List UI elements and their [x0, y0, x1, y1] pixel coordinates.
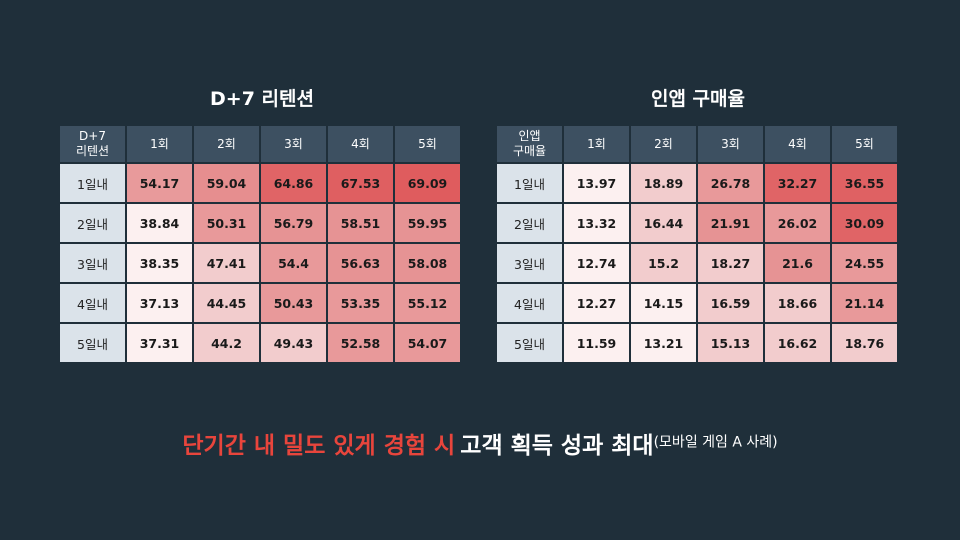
- table-row: 3일내 12.74 15.2 18.27 21.6 24.55: [497, 244, 897, 282]
- table-row: 4일내 12.27 14.15 16.59 18.66 21.14: [497, 284, 897, 322]
- heatmap-cell: 54.17: [127, 164, 192, 202]
- corner-line2: 리텐션: [75, 144, 110, 158]
- heatmap-cell: 16.62: [765, 324, 830, 362]
- row-header: 4일내: [60, 284, 125, 322]
- corner-line2: 구매율: [512, 144, 547, 158]
- column-header: 1회: [564, 126, 629, 162]
- heatmap-cell: 18.89: [631, 164, 696, 202]
- heatmap-cell: 55.12: [395, 284, 460, 322]
- corner-line1: D+7: [79, 129, 106, 143]
- row-header: 5일내: [60, 324, 125, 362]
- table-row: 2일내 13.32 16.44 21.91 26.02 30.09: [497, 204, 897, 242]
- row-header: 1일내: [60, 164, 125, 202]
- row-header: 2일내: [60, 204, 125, 242]
- caption-highlight: 단기간 내 밀도 있게 경험 시: [182, 433, 456, 459]
- corner-header: D+7 리텐션: [60, 126, 125, 162]
- heatmap-cell: 59.95: [395, 204, 460, 242]
- corner-line1: 인앱: [518, 129, 541, 143]
- heatmap-cell: 21.91: [698, 204, 763, 242]
- row-header: 1일내: [497, 164, 562, 202]
- heatmap-cell: 16.59: [698, 284, 763, 322]
- column-header: 4회: [765, 126, 830, 162]
- heatmap-cell: 50.43: [261, 284, 326, 322]
- right-chart-title: 인앱 구매율: [650, 88, 745, 110]
- left-chart-title: D+7 리텐션: [210, 88, 314, 110]
- heatmap-cell: 13.21: [631, 324, 696, 362]
- column-header: 3회: [261, 126, 326, 162]
- heatmap-cell: 44.2: [194, 324, 259, 362]
- heatmap-cell: 32.27: [765, 164, 830, 202]
- heatmap-cell: 38.35: [127, 244, 192, 282]
- heatmap-cell: 38.84: [127, 204, 192, 242]
- heatmap-cell: 18.27: [698, 244, 763, 282]
- column-header: 3회: [698, 126, 763, 162]
- column-header: 4회: [328, 126, 393, 162]
- header-row: D+7 리텐션 1회 2회 3회 4회 5회: [60, 126, 460, 162]
- heatmap-cell: 12.74: [564, 244, 629, 282]
- heatmap-cell: 50.31: [194, 204, 259, 242]
- heatmap-cell: 58.51: [328, 204, 393, 242]
- table-row: 2일내 38.84 50.31 56.79 58.51 59.95: [60, 204, 460, 242]
- corner-header: 인앱 구매율: [497, 126, 562, 162]
- column-header: 5회: [832, 126, 897, 162]
- heatmap-cell: 24.55: [832, 244, 897, 282]
- heatmap-cell: 13.32: [564, 204, 629, 242]
- purchase-rate-heatmap: 인앱 구매율 1회 2회 3회 4회 5회 1일내 13.97 18.89 26.78 3…: [495, 124, 899, 364]
- table-row: 5일내 37.31 44.2 49.43 52.58 54.07: [60, 324, 460, 362]
- caption: 단기간 내 밀도 있게 경험 시 고객 획득 성과 최대(모바일 게임 A 사례…: [0, 426, 960, 460]
- heatmap-cell: 64.86: [261, 164, 326, 202]
- row-header: 4일내: [497, 284, 562, 322]
- table-row: 1일내 54.17 59.04 64.86 67.53 69.09: [60, 164, 460, 202]
- heatmap-cell: 49.43: [261, 324, 326, 362]
- heatmap-cell: 15.2: [631, 244, 696, 282]
- heatmap-cell: 54.07: [395, 324, 460, 362]
- heatmap-cell: 26.78: [698, 164, 763, 202]
- heatmap-cell: 30.09: [832, 204, 897, 242]
- row-header: 3일내: [497, 244, 562, 282]
- heatmap-cell: 11.59: [564, 324, 629, 362]
- heatmap-cell: 47.41: [194, 244, 259, 282]
- column-header: 2회: [631, 126, 696, 162]
- heatmap-cell: 58.08: [395, 244, 460, 282]
- row-header: 2일내: [497, 204, 562, 242]
- heatmap-cell: 18.76: [832, 324, 897, 362]
- heatmap-cell: 37.31: [127, 324, 192, 362]
- heatmap-cell: 37.13: [127, 284, 192, 322]
- heatmap-cell: 67.53: [328, 164, 393, 202]
- heatmap-cell: 53.35: [328, 284, 393, 322]
- row-header: 5일내: [497, 324, 562, 362]
- row-header: 3일내: [60, 244, 125, 282]
- heatmap-cell: 13.97: [564, 164, 629, 202]
- heatmap-cell: 14.15: [631, 284, 696, 322]
- table-row: 3일내 38.35 47.41 54.4 56.63 58.08: [60, 244, 460, 282]
- heatmap-cell: 18.66: [765, 284, 830, 322]
- heatmap-cell: 69.09: [395, 164, 460, 202]
- heatmap-cell: 12.27: [564, 284, 629, 322]
- heatmap-cell: 21.14: [832, 284, 897, 322]
- heatmap-cell: 44.45: [194, 284, 259, 322]
- heatmap-cell: 36.55: [832, 164, 897, 202]
- column-header: 5회: [395, 126, 460, 162]
- caption-note: (모바일 게임 A 사례): [653, 434, 778, 451]
- table-row: 1일내 13.97 18.89 26.78 32.27 36.55: [497, 164, 897, 202]
- heatmap-cell: 56.79: [261, 204, 326, 242]
- heatmap-cell: 16.44: [631, 204, 696, 242]
- heatmap-cell: 15.13: [698, 324, 763, 362]
- table-row: 5일내 11.59 13.21 15.13 16.62 18.76: [497, 324, 897, 362]
- header-row: 인앱 구매율 1회 2회 3회 4회 5회: [497, 126, 897, 162]
- column-header: 1회: [127, 126, 192, 162]
- column-header: 2회: [194, 126, 259, 162]
- heatmap-cell: 59.04: [194, 164, 259, 202]
- heatmap-cell: 21.6: [765, 244, 830, 282]
- heatmap-cell: 54.4: [261, 244, 326, 282]
- table-row: 4일내 37.13 44.45 50.43 53.35 55.12: [60, 284, 460, 322]
- heatmap-cell: 56.63: [328, 244, 393, 282]
- heatmap-cell: 52.58: [328, 324, 393, 362]
- retention-heatmap: D+7 리텐션 1회 2회 3회 4회 5회 1일내 54.17 59.04 64.86…: [58, 124, 462, 364]
- caption-main: 고객 획득 성과 최대: [460, 433, 654, 459]
- heatmap-cell: 26.02: [765, 204, 830, 242]
